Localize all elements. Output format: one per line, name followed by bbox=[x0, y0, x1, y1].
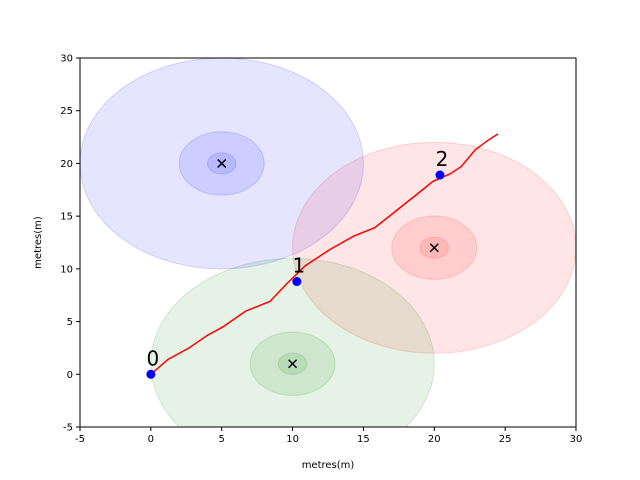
waypoint-marker-2 bbox=[435, 170, 445, 180]
x-tick-label-4: 15 bbox=[357, 434, 370, 445]
y-tick-label-7: 30 bbox=[60, 54, 73, 65]
x-tick-label-3: 10 bbox=[286, 434, 299, 445]
x-tick-label-6: 25 bbox=[499, 434, 512, 445]
y-axis-title: metres(m) bbox=[33, 216, 44, 269]
y-tick-label-1: 0 bbox=[67, 370, 73, 381]
y-tick-label-3: 10 bbox=[60, 264, 73, 275]
x-axis-ticks: -5 0 5 10 15 20 25 30 bbox=[75, 427, 582, 445]
x-axis-title: metres(m) bbox=[302, 460, 355, 471]
center-marker-stroke bbox=[429, 243, 439, 253]
y-tick-label-5: 20 bbox=[60, 159, 73, 170]
y-tick-label-2: 5 bbox=[67, 317, 73, 328]
y-tick-label-6: 25 bbox=[60, 106, 73, 117]
center-marker-0 bbox=[217, 158, 227, 168]
center-marker-1 bbox=[429, 243, 439, 253]
center-marker-2 bbox=[288, 359, 298, 369]
waypoints-layer: 0 1 2 bbox=[146, 147, 448, 379]
waypoint-label-0: 0 bbox=[146, 346, 159, 370]
x-tick-label-7: 30 bbox=[570, 434, 583, 445]
center-marker-stroke bbox=[217, 158, 227, 168]
x-tick-label-1: 0 bbox=[148, 434, 154, 445]
x-tick-label-5: 20 bbox=[428, 434, 441, 445]
trajectory-layer bbox=[150, 133, 499, 375]
waypoint-marker-0 bbox=[146, 369, 156, 379]
x-tick-label-0: -5 bbox=[75, 434, 85, 445]
y-tick-label-4: 15 bbox=[60, 212, 73, 223]
x-tick-label-2: 5 bbox=[219, 434, 225, 445]
trajectory-line bbox=[150, 133, 499, 375]
plot-frame bbox=[79, 57, 577, 428]
waypoint-label-1: 1 bbox=[292, 254, 305, 278]
waypoint-marker-1 bbox=[292, 277, 302, 287]
y-tick-label-0: -5 bbox=[63, 423, 73, 434]
center-marker-stroke bbox=[288, 359, 298, 369]
waypoint-label-2: 2 bbox=[436, 147, 449, 171]
y-axis-ticks: -5 0 5 10 15 20 25 30 bbox=[60, 54, 80, 434]
zone-2-ring-0 bbox=[150, 257, 435, 427]
centers-layer bbox=[217, 158, 439, 369]
